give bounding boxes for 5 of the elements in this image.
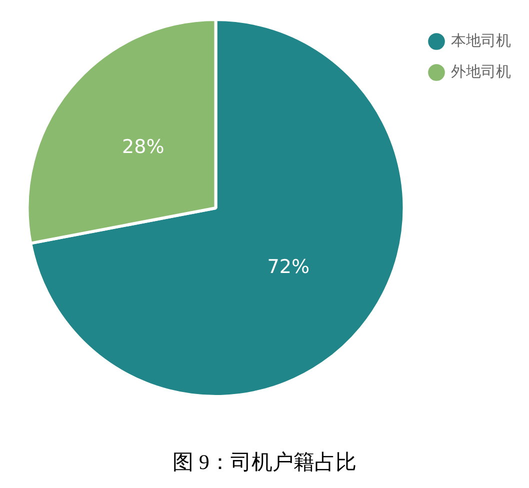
data-label: 72% xyxy=(267,256,310,278)
legend-label: 外地司机 xyxy=(451,62,511,80)
data-label: 28% xyxy=(122,136,164,158)
caption: 图 9：司机户籍占比 xyxy=(172,449,358,476)
legend-label: 本地司机 xyxy=(451,31,511,50)
